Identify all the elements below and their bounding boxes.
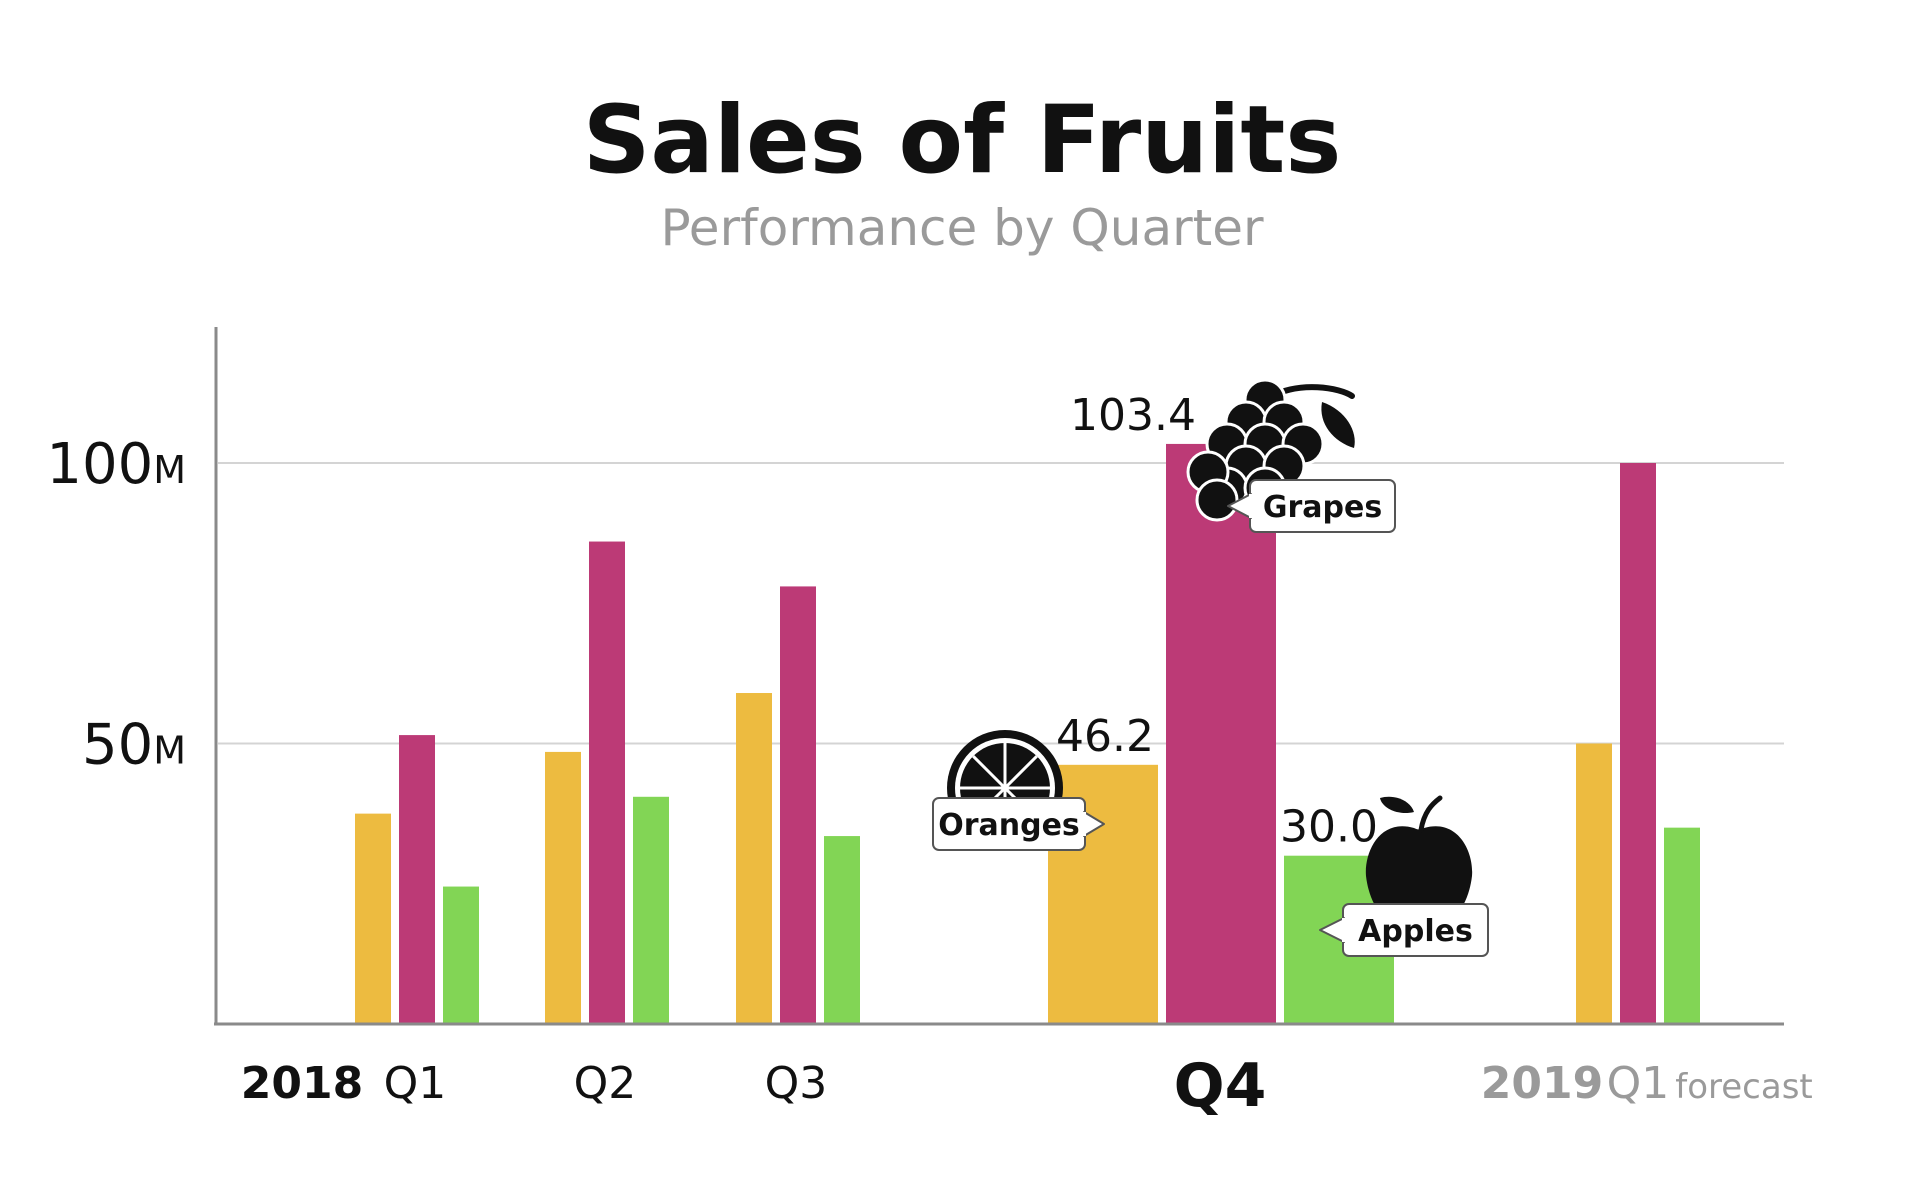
year-label-2019: 2019 xyxy=(1481,1058,1603,1109)
chart-title: Sales of Fruits xyxy=(583,86,1342,195)
bar-grapes-2018-q4 xyxy=(1166,443,1276,1024)
quarter-label-2019-q1: Q1 xyxy=(1607,1058,1670,1109)
quarter-label-2018-q4: Q4 xyxy=(1174,1051,1267,1121)
bar-oranges-2019-q1 xyxy=(1576,743,1612,1024)
callout-label-grapes: Grapes xyxy=(1263,490,1382,525)
y-axis-ticks: 50M 100M xyxy=(46,432,186,778)
bar-oranges-2018-q1 xyxy=(355,813,391,1024)
bars xyxy=(355,443,1700,1024)
bar-grapes-2019-q1 xyxy=(1620,463,1656,1024)
callout-apples: Apples xyxy=(1319,903,1489,957)
value-label-oranges: 46.2 xyxy=(1056,711,1154,762)
bar-apples-2018-q2 xyxy=(633,796,669,1024)
quarter-label-2018-q3: Q3 xyxy=(765,1058,828,1109)
bar-apples-2018-q1 xyxy=(443,886,479,1024)
callout-oranges: Oranges xyxy=(932,797,1105,851)
bar-oranges-2018-q2 xyxy=(545,751,581,1024)
bar-grapes-2018-q2 xyxy=(589,541,625,1024)
quarter-label-2018-q1: Q1 xyxy=(384,1058,447,1109)
bar-grapes-2018-q3 xyxy=(780,586,816,1024)
grapes-icon xyxy=(1186,378,1355,522)
apple-icon xyxy=(1365,795,1473,927)
gridlines xyxy=(218,462,1784,745)
callout-label-oranges: Oranges xyxy=(938,808,1080,843)
bar-apples-2018-q3 xyxy=(824,836,860,1024)
y-tick-50: 50M xyxy=(82,713,186,778)
chart-subtitle: Performance by Quarter xyxy=(660,199,1264,257)
year-label-2018: 2018 xyxy=(241,1058,363,1109)
bar-grapes-2018-q1 xyxy=(399,735,435,1024)
quarter-label-2018-q2: Q2 xyxy=(574,1058,637,1109)
callout-grapes: Grapes xyxy=(1227,479,1396,533)
forecast-label: forecast xyxy=(1675,1067,1813,1107)
bar-apples-2019-q1 xyxy=(1664,827,1700,1024)
q4-highlight-annotations: 46.2 103.4 30.0 Oranges Grapes Apples xyxy=(932,378,1489,957)
bar-oranges-2018-q3 xyxy=(736,693,772,1024)
value-label-grapes: 103.4 xyxy=(1070,390,1196,441)
callout-label-apples: Apples xyxy=(1358,914,1473,949)
y-tick-100: 100M xyxy=(46,432,186,497)
value-label-apples: 30.0 xyxy=(1280,802,1378,853)
